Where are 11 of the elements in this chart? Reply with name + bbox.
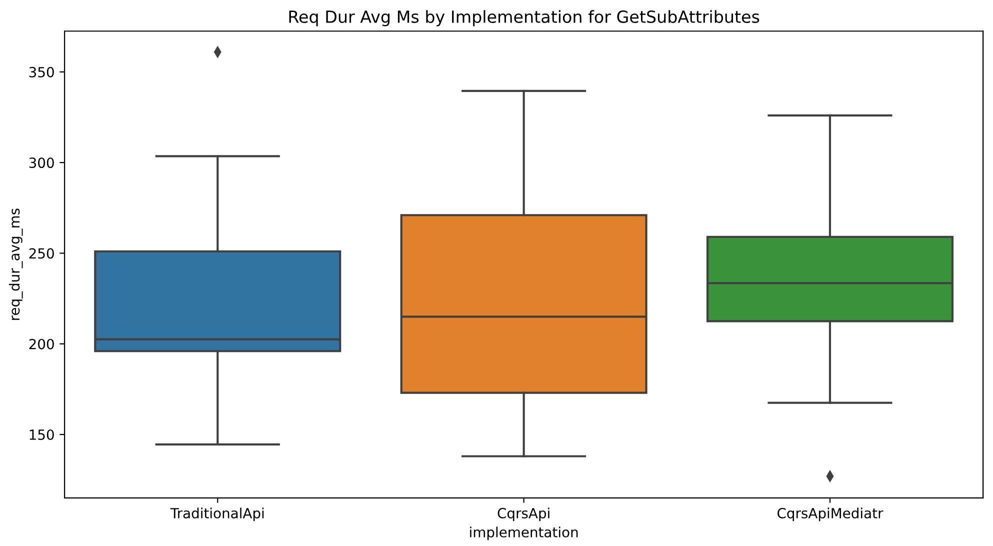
y-tick-label: 150 — [30, 429, 54, 440]
x-tick-label: CqrsApi — [498, 508, 550, 522]
x-tick-label: CqrsApiMediatr — [778, 508, 884, 522]
x-axis-title: implementation — [470, 526, 578, 540]
y-tick-label: 250 — [29, 248, 54, 259]
y-tick-label: 350 — [29, 66, 54, 78]
y-axis-title: req_dur_avg_ms — [8, 208, 23, 320]
y-tick-label: 300 — [29, 158, 54, 168]
x-tick-label: TraditionalApi — [170, 508, 264, 522]
chart-title: Req Dur Avg Ms by Implementation for GetSubAttributes — [289, 10, 760, 26]
y-tick-label: 200 — [29, 338, 54, 350]
